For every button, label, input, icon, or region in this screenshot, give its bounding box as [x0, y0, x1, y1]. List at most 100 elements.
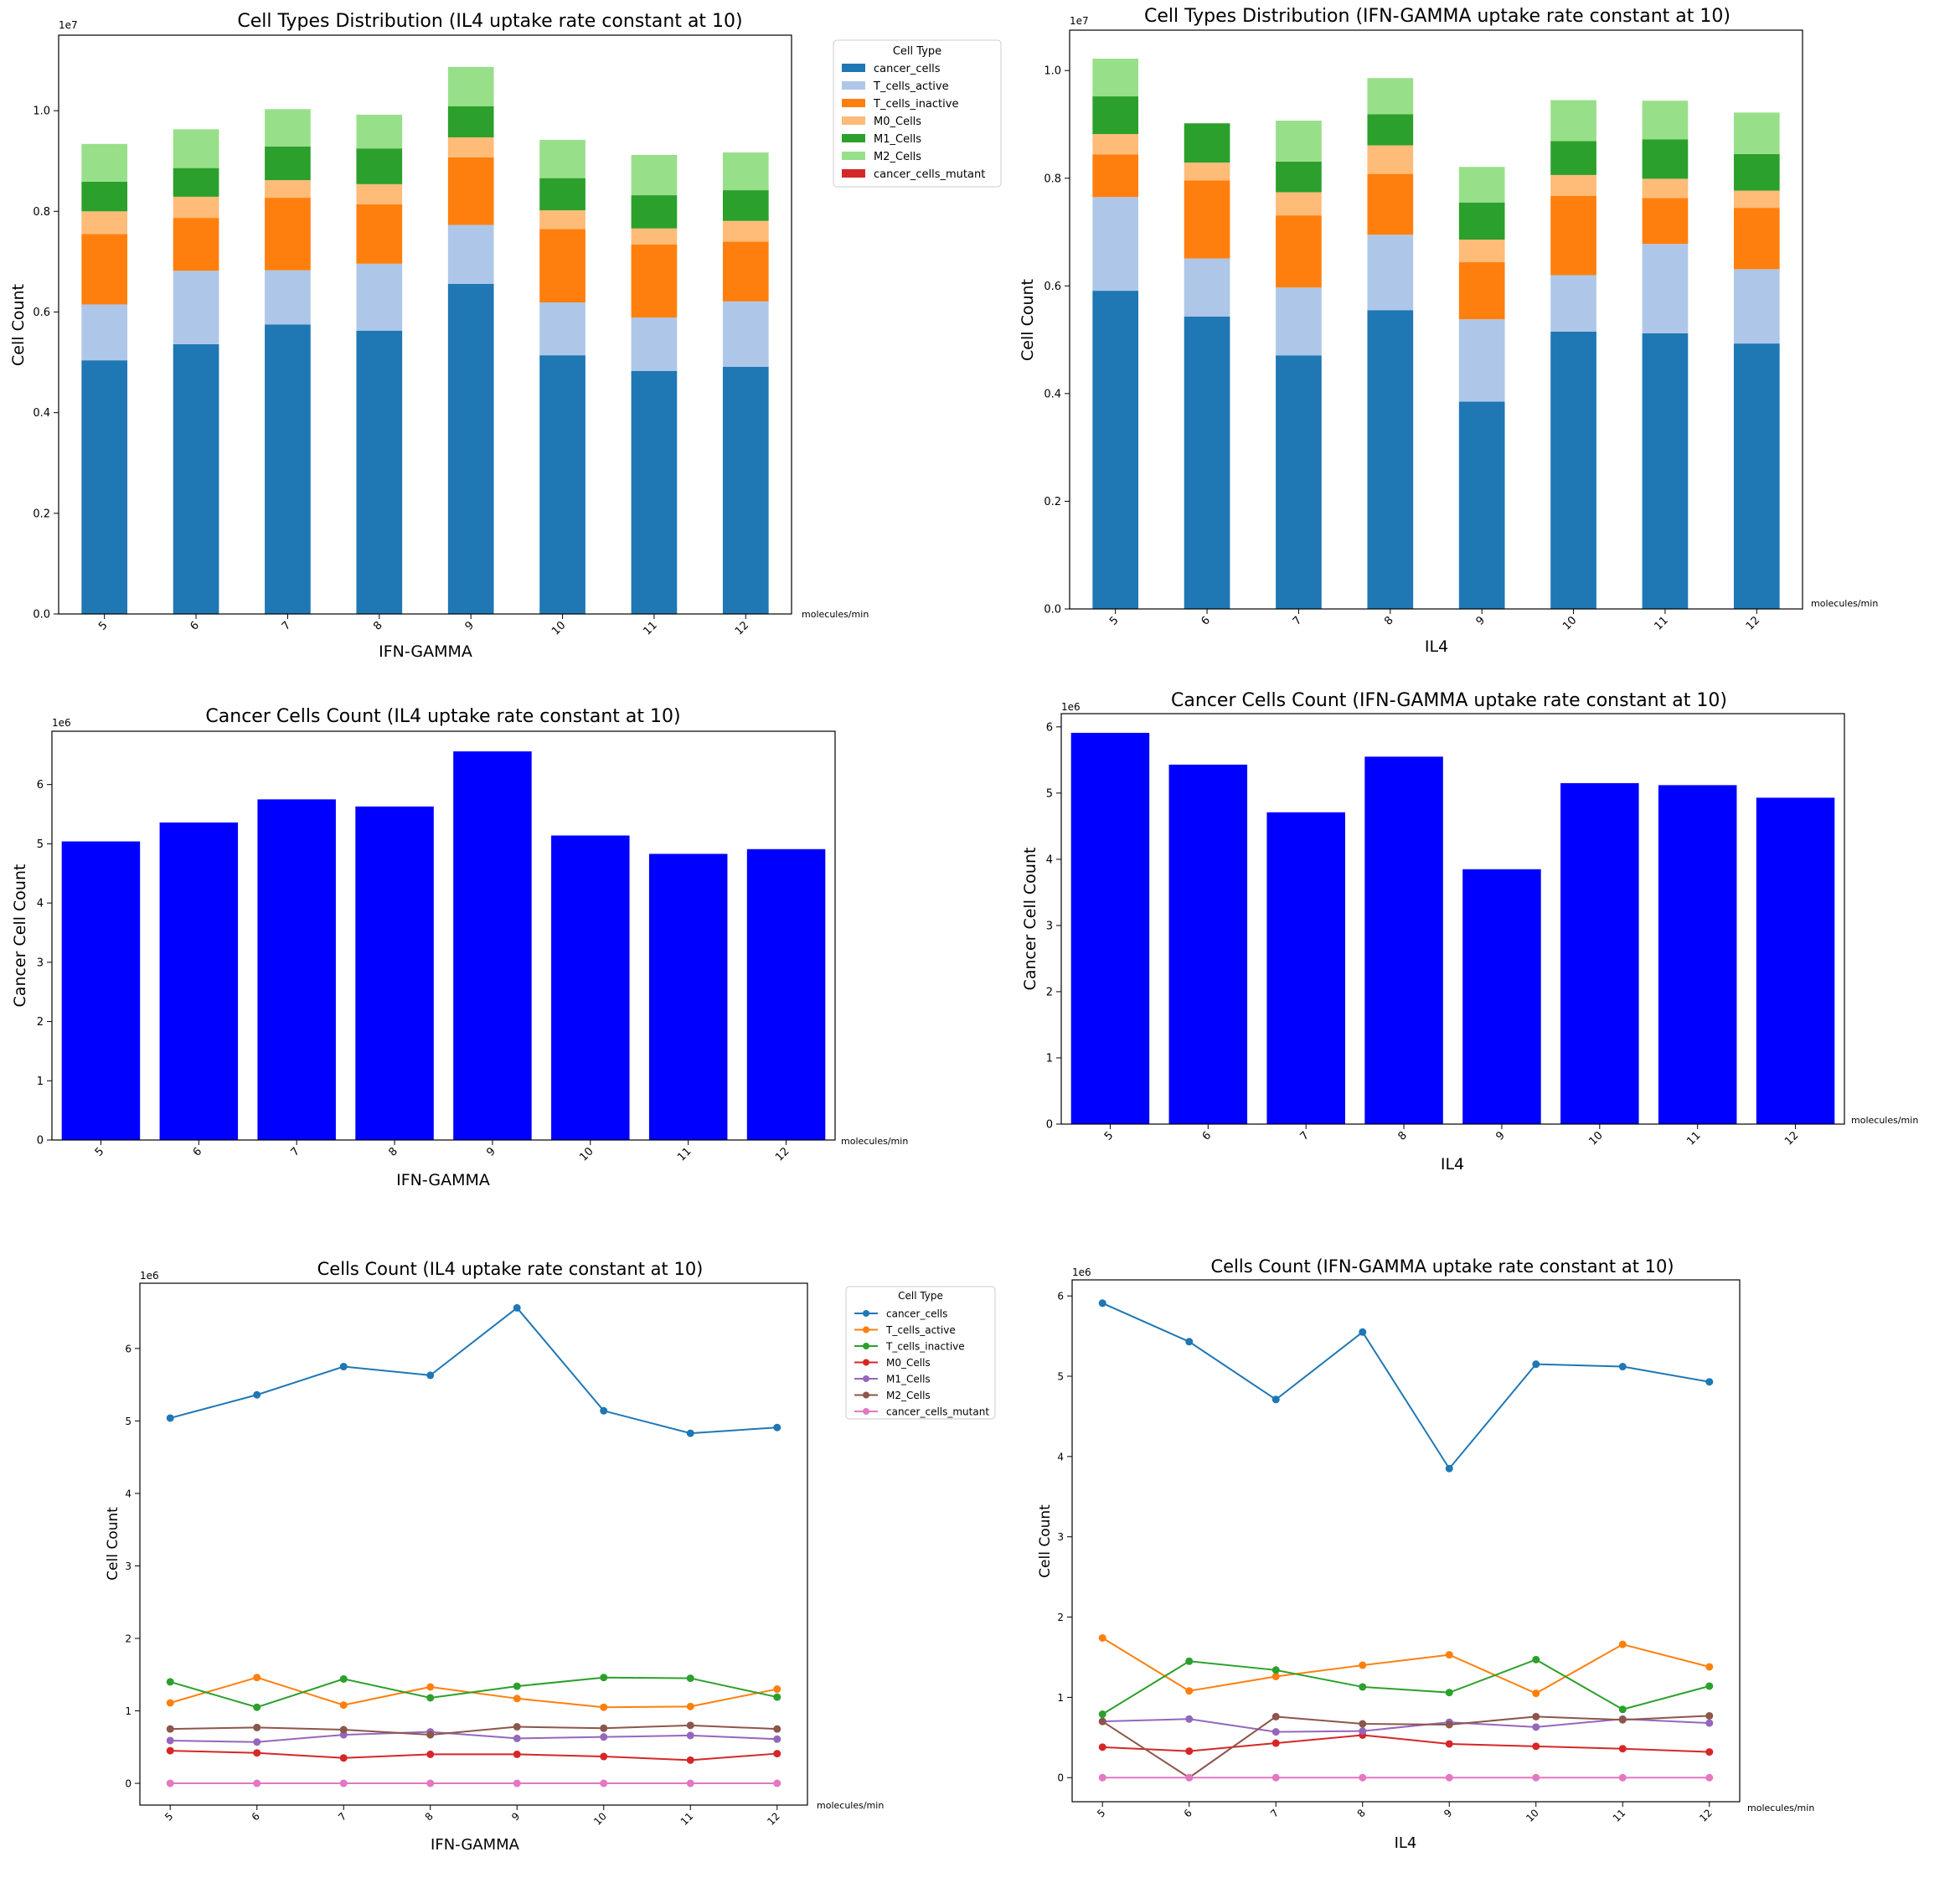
bar-cancer-cells — [1367, 310, 1414, 609]
bar-m0-cells — [265, 180, 311, 199]
bar-m1-cells — [1642, 139, 1689, 179]
point-m2-cells — [1532, 1712, 1540, 1720]
bar-m2-cells — [1458, 167, 1505, 203]
line-cancer-cells — [1101, 1302, 1710, 1470]
legend-label-m0-cells: M0_Cells — [874, 116, 921, 128]
point-m0-cells — [426, 1750, 435, 1758]
line-m2-cells — [170, 1724, 777, 1736]
legend-label-m1-cells: M1_Cells — [886, 1374, 931, 1385]
point-m1-cells — [686, 1731, 694, 1740]
bar-m1-cells — [1458, 202, 1505, 240]
y-tick-label: 4 — [125, 1488, 132, 1499]
point-t-cells-active — [166, 1699, 174, 1707]
bar-m0-cells — [1458, 240, 1505, 263]
legend-frame — [833, 39, 1002, 188]
bar-cancer-cells — [173, 343, 219, 614]
line-m0-cells — [1102, 1734, 1710, 1753]
point-t-cells-inactive — [1445, 1689, 1453, 1697]
bar-t-cells-inactive — [1550, 195, 1596, 276]
point-m0-cells — [1271, 1739, 1280, 1747]
plot-frame — [1071, 1279, 1741, 1803]
bar-t-cells-inactive — [1276, 215, 1322, 288]
point-m0-cells — [600, 1752, 608, 1761]
x-axis-label: IFN-GAMMA — [379, 642, 472, 661]
point-cancer-cells-mutant — [513, 1779, 521, 1787]
bar-m2-cells — [631, 155, 678, 196]
bar-t-cells-inactive — [265, 198, 311, 271]
y-axis-label: Cancer Cell Count — [11, 864, 29, 1008]
point-m1-cells — [513, 1734, 521, 1742]
y-tick-label: 4 — [37, 898, 44, 910]
legend-label-t-cells-inactive: T_cells_inactive — [885, 1341, 965, 1353]
point-cancer-cells-mutant — [773, 1779, 781, 1787]
units-label: molecules/min — [802, 609, 869, 620]
bar-cancer-cells — [257, 799, 336, 1140]
y-axis-label: Cell Count — [9, 284, 28, 366]
bar-m0-cells — [81, 211, 128, 235]
point-m0-cells — [339, 1754, 348, 1762]
point-m1-cells — [1359, 1727, 1367, 1736]
point-cancer-cells — [1705, 1378, 1714, 1386]
bar-m0-cells — [1733, 190, 1780, 209]
y-axis-label: Cell Count — [105, 1507, 121, 1581]
point-t-cells-inactive — [426, 1694, 435, 1702]
point-t-cells-active — [253, 1674, 261, 1682]
chart-cancer-cells-ifng-constant: Cancer Cells Count (IFN-GAMMA uptake rat… — [1021, 690, 1918, 1174]
bar-m2-cells — [1550, 100, 1596, 142]
bar-cancer-cells — [159, 822, 239, 1140]
legend-marker-t-cells-inactive — [863, 1343, 869, 1349]
point-cancer-cells — [1618, 1363, 1627, 1371]
bar-m0-cells — [1550, 174, 1596, 196]
y-offset-text: 1e6 — [52, 717, 71, 729]
bar-m1-cells — [1733, 153, 1780, 191]
point-t-cells-inactive — [1098, 1710, 1106, 1719]
y-tick-label: 5 — [37, 838, 44, 851]
point-cancer-cells-mutant — [1705, 1773, 1714, 1782]
bar-m2-cells — [173, 129, 219, 168]
point-m2-cells — [600, 1724, 608, 1732]
bar-t-cells-active — [1184, 258, 1230, 317]
y-tick-label: 1 — [1057, 1692, 1064, 1704]
bar-t-cells-inactive — [1092, 154, 1139, 198]
line-t-cells-inactive — [169, 1676, 777, 1709]
legend-swatch-t-cells-active — [842, 81, 865, 90]
point-cancer-cells-mutant — [1618, 1773, 1627, 1782]
point-cancer-cells-mutant — [253, 1779, 261, 1787]
point-cancer-cells — [426, 1371, 435, 1380]
point-m1-cells — [1705, 1719, 1714, 1727]
bar-cancer-cells — [265, 324, 311, 614]
point-cancer-cells — [1445, 1464, 1453, 1473]
bar-t-cells-active — [1550, 275, 1596, 332]
bar-m2-cells — [1733, 112, 1780, 154]
point-m0-cells — [1185, 1747, 1194, 1756]
bar-cancer-cells — [1560, 782, 1639, 1124]
bar-m2-cells — [539, 139, 585, 178]
chart-title: Cell Types Distribution (IL4 uptake rate… — [237, 11, 742, 32]
bar-m2-cells — [81, 143, 128, 182]
bar-m1-cells — [356, 148, 403, 184]
bar-cancer-cells — [1733, 343, 1780, 609]
y-tick-label: 2 — [1046, 986, 1053, 998]
bar-m2-cells — [1642, 101, 1689, 140]
point-m2-cells — [686, 1721, 694, 1730]
point-cancer-cells — [773, 1423, 781, 1431]
bar-t-cells-active — [1367, 235, 1414, 311]
bar-cancer-cells — [1168, 764, 1248, 1124]
bar-m2-cells — [722, 152, 769, 191]
bar-m2-cells — [356, 114, 403, 149]
bar-t-cells-inactive — [1184, 180, 1230, 259]
point-t-cells-inactive — [513, 1682, 521, 1690]
chart-title: Cells Count (IL4 uptake rate constant at… — [317, 1259, 704, 1279]
bar-t-cells-active — [1276, 287, 1322, 356]
point-m2-cells — [1098, 1717, 1106, 1726]
units-label: molecules/min — [1851, 1115, 1918, 1126]
legend-swatch-t-cells-inactive — [842, 99, 865, 107]
bar-t-cells-inactive — [447, 157, 494, 225]
bar-cancer-cells — [1276, 355, 1322, 609]
bar-t-cells-active — [265, 270, 311, 325]
chart-title: Cancer Cells Count (IL4 uptake rate cons… — [205, 706, 680, 727]
line-cancer-cells — [169, 1307, 777, 1435]
y-tick-label: 0 — [1046, 1119, 1053, 1132]
legend-label-cancer-cells: cancer_cells — [886, 1308, 947, 1320]
